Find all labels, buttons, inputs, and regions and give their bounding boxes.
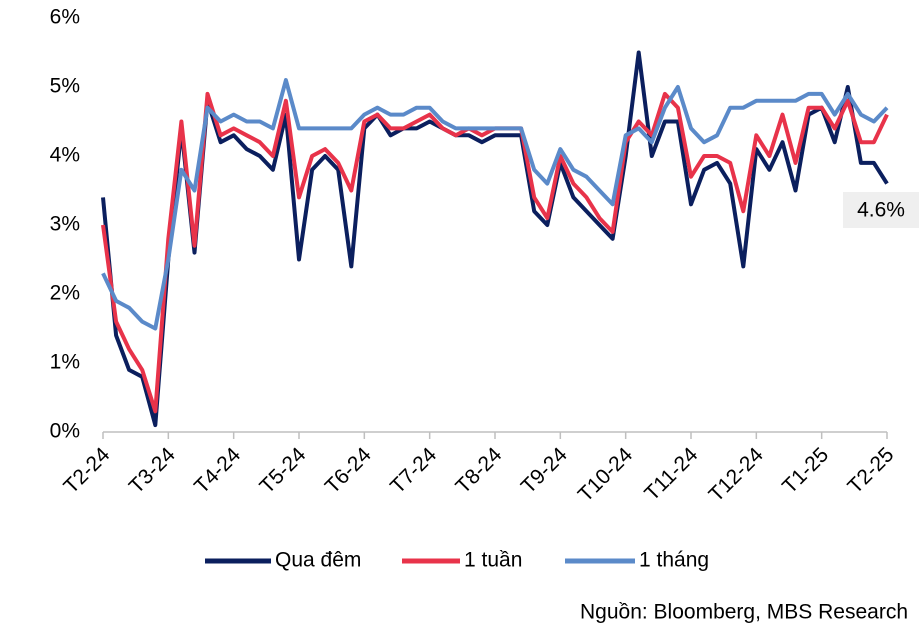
y-tick-label: 2%: [50, 282, 80, 305]
annotation-box: [843, 192, 919, 228]
x-tick-label: T12-24: [704, 443, 768, 507]
annotation: 4.6%: [857, 199, 905, 222]
x-tick-label: T4-24: [190, 443, 245, 498]
y-tick-label: 6%: [50, 6, 80, 29]
y-tick-label: 3%: [50, 213, 80, 236]
legend-label: 1 tháng: [639, 549, 709, 572]
source: Nguồn: Bloomberg, MBS Research: [580, 601, 908, 624]
y-tick-label: 5%: [50, 75, 80, 98]
x-tick-label: T5-24: [255, 443, 310, 498]
x-tick-label: T6-24: [321, 443, 376, 498]
series-line: [101, 50, 889, 428]
x-tick-label: T10-24: [574, 443, 638, 507]
legend-label: Qua đêm: [275, 549, 361, 572]
series-line: [101, 78, 889, 331]
x-tick-label: T7-24: [386, 443, 441, 498]
legend-label: 1 tuần: [464, 549, 522, 572]
x-tick-label: T9-24: [517, 443, 572, 498]
x-tick-label: T8-24: [451, 443, 506, 498]
x-tick-label: T3-24: [125, 443, 180, 498]
x-tick-label: T2-24: [59, 443, 114, 498]
x-tick-label: T1-25: [778, 443, 833, 498]
x-tick-label: T11-24: [640, 443, 702, 505]
y-tick-label: 4%: [50, 144, 80, 167]
y-tick-label: 0%: [50, 420, 80, 443]
x-tick-label: T2-25: [843, 443, 898, 498]
y-tick-label: 1%: [50, 351, 80, 374]
